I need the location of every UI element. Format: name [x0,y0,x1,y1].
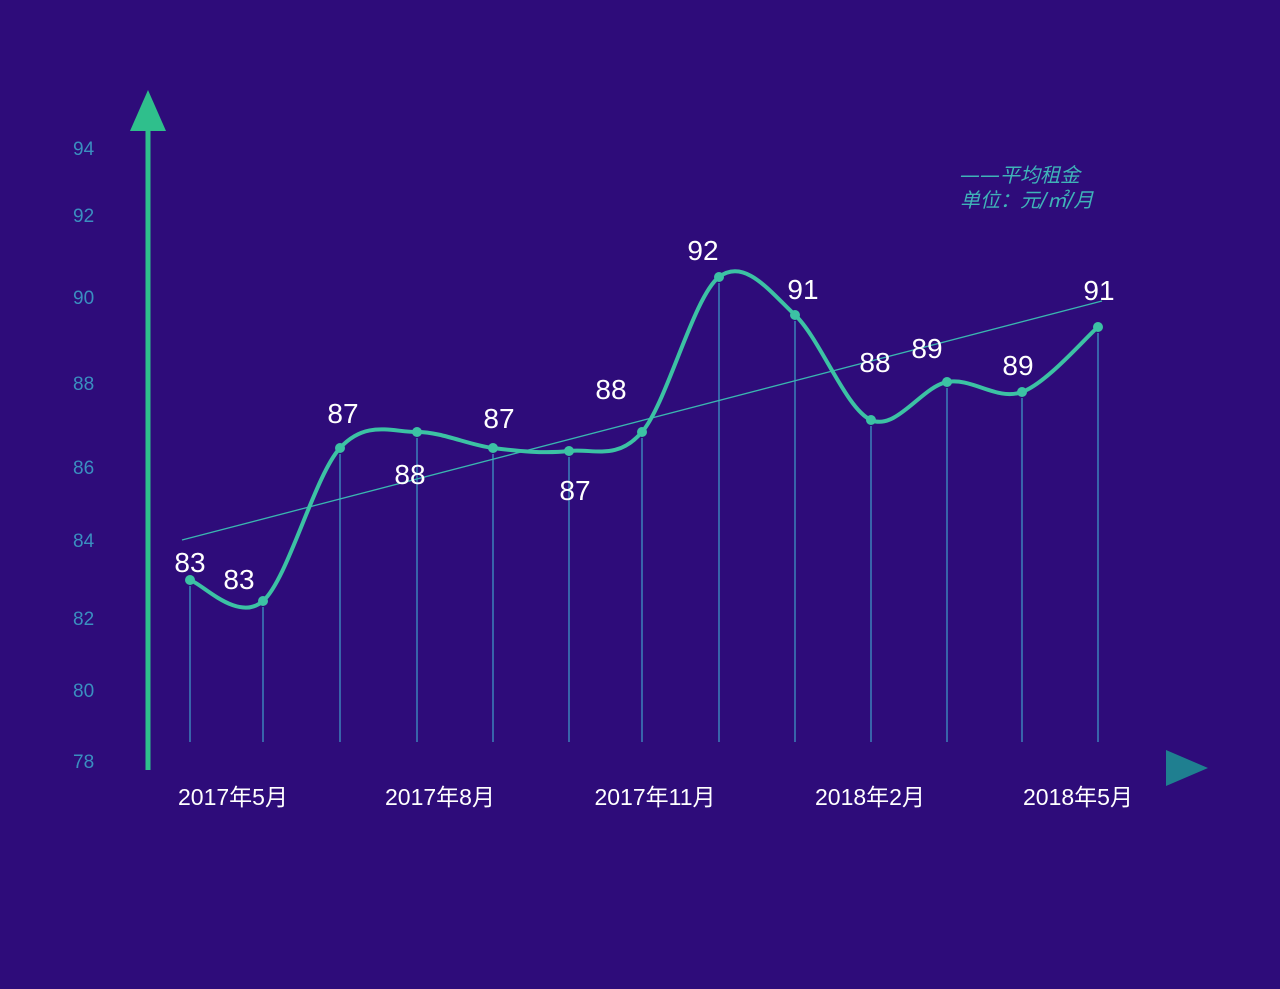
y-tick-label: 86 [73,458,94,479]
x-axis-arrow-icon [1166,750,1208,786]
vertical-guide-lines [189,283,1099,742]
data-point [335,443,345,453]
data-point [488,443,498,453]
data-point [1093,322,1103,332]
trend-line [181,300,1103,541]
y-tick-label: 82 [73,609,94,630]
data-point [185,575,195,585]
y-tick-label: 88 [73,374,94,395]
data-label: 89 [1002,350,1033,381]
data-point [866,415,876,425]
y-tick-label: 80 [73,681,94,702]
y-tick-label: 94 [73,139,95,160]
data-label: 92 [687,235,718,266]
data-label: 87 [327,398,358,429]
data-label: 87 [559,475,590,506]
data-point [1017,387,1027,397]
data-label: 91 [787,274,818,305]
x-tick-label: 2017年11月 [594,784,715,810]
data-point [714,272,724,282]
y-tick-label: 92 [73,206,94,227]
data-label: 87 [483,403,514,434]
data-label: 91 [1083,275,1114,306]
data-label: 88 [859,347,890,378]
data-label: 88 [595,374,626,405]
y-axis-arrow-icon [130,90,166,131]
series-line-平均租金 [188,269,1100,610]
y-tick-label: 84 [73,531,95,552]
data-label: 88 [394,459,425,490]
x-tick-label: 2018年5月 [1023,784,1133,810]
data-point [942,377,952,387]
data-point [564,446,574,456]
data-label: 83 [174,547,205,578]
x-tick-label: 2017年8月 [385,784,495,810]
y-tick-label: 78 [73,752,94,773]
data-points [185,272,1103,606]
legend-unit-label: 单位：元/㎡/月 [960,188,1094,212]
y-tick-label: 90 [73,288,94,309]
x-tick-label: 2018年2月 [815,784,925,810]
data-point [790,310,800,320]
data-point [258,596,268,606]
data-point [412,427,422,437]
data-point [637,427,647,437]
data-label: 83 [223,564,254,595]
legend-series-label: ——平均租金 [960,163,1083,187]
x-tick-label: 2017年5月 [178,784,288,810]
data-label: 89 [911,333,942,364]
